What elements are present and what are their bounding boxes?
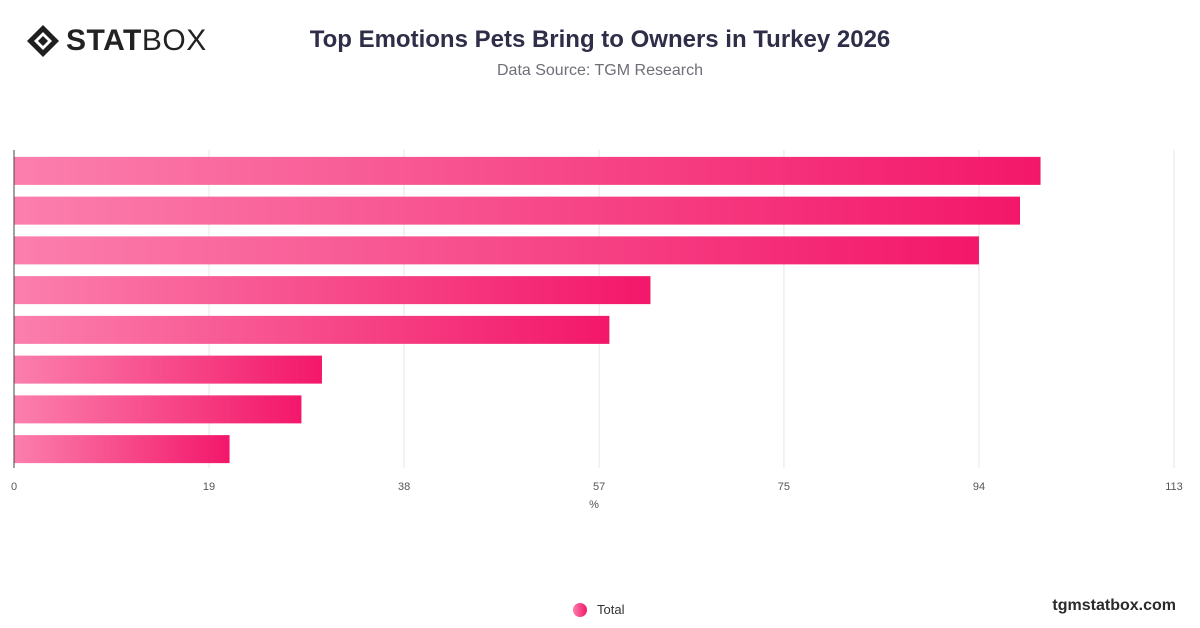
bar[interactable] [14,156,1041,185]
legend[interactable]: Total [573,602,624,617]
bar[interactable] [14,236,979,265]
site-url: tgmstatbox.com [1052,597,1176,614]
brand-logo: STATBOX [26,22,207,60]
bar[interactable] [14,395,302,424]
x-tick-label: 0 [11,481,17,493]
logo-wordmark: STATBOX [66,26,207,56]
logo-text-regular: BOX [141,24,207,57]
x-tick-label: 94 [973,481,985,493]
statbox-diamond-icon [27,25,59,57]
bar[interactable] [14,315,610,344]
x-tick-label: 75 [778,481,790,493]
bar[interactable] [14,435,230,464]
bar[interactable] [14,196,1021,225]
legend-label: Total [597,602,625,617]
chart-subtitle: Data Source: TGM Research [496,62,703,79]
x-tick-label: 113 [1165,481,1183,493]
logo-text-bold: STAT [66,24,142,57]
legend-marker [573,602,587,617]
bar[interactable] [14,355,322,384]
x-axis-ticks: 0 19 38 57 75 94 113 [11,481,1183,493]
x-axis-label: % [589,499,599,511]
x-tick-label: 19 [203,481,215,493]
bar[interactable] [14,276,651,305]
chart-title: Top Emotions Pets Bring to Owners in Tur… [309,26,891,53]
x-tick-label: 38 [398,481,410,493]
bars [14,156,1041,464]
x-tick-label: 57 [593,481,605,493]
